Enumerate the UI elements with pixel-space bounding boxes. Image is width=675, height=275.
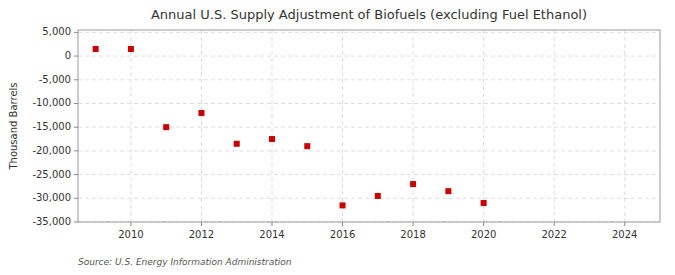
tick-y <box>74 198 78 199</box>
grid-line-y <box>78 56 660 57</box>
tick-label-y: 0 <box>65 50 71 61</box>
source-note: Source: U.S. Energy Information Administ… <box>78 257 292 267</box>
tick-y <box>74 127 78 128</box>
tick-x <box>413 222 414 226</box>
tick-label-y: -20,000 <box>32 145 71 156</box>
grid-line-x <box>201 30 202 222</box>
plot-frame <box>78 30 660 222</box>
point <box>410 181 416 187</box>
tick-y <box>74 222 78 223</box>
tick-label-y: 5,000 <box>42 26 71 37</box>
point <box>304 143 310 149</box>
tick-label-x: 2022 <box>541 229 566 240</box>
tick-x <box>624 222 625 226</box>
tick-label-x: 2018 <box>400 229 425 240</box>
tick-label-x: 2014 <box>259 229 284 240</box>
grid-line-x <box>483 30 484 222</box>
grid-line-x <box>130 30 131 222</box>
grid-line-x <box>554 30 555 222</box>
tick-y <box>74 174 78 175</box>
point <box>93 46 99 52</box>
tick-label-x: 2020 <box>471 229 496 240</box>
grid-line-y <box>78 32 660 33</box>
point <box>269 136 275 142</box>
point <box>234 141 240 147</box>
grid-line-y <box>78 103 660 104</box>
tick-label-x: 2024 <box>612 229 637 240</box>
grid <box>78 30 660 222</box>
point <box>128 46 134 52</box>
grid-line-y <box>78 198 660 199</box>
point <box>481 200 487 206</box>
tick-x <box>342 222 343 226</box>
tick-y <box>74 32 78 33</box>
tick-label-y: -25,000 <box>32 169 71 180</box>
data-points <box>93 46 487 208</box>
point <box>340 202 346 208</box>
grid-line-x <box>624 30 625 222</box>
grid-line-y <box>78 79 660 80</box>
grid-line-x <box>342 30 343 222</box>
tick-x <box>201 222 202 226</box>
tick-x <box>483 222 484 226</box>
tick-x <box>554 222 555 226</box>
grid-line-y <box>78 174 660 175</box>
y-axis-label: Thousand Barrels <box>8 82 19 170</box>
point <box>375 193 381 199</box>
tick-x <box>130 222 131 226</box>
tick-label-x: 2010 <box>118 229 143 240</box>
tick-y <box>74 56 78 57</box>
tick-y <box>74 79 78 80</box>
tick-label-y: -10,000 <box>32 97 71 108</box>
tick-label-x: 2016 <box>330 229 355 240</box>
tick-x <box>272 222 273 226</box>
page: {"chart_data": {"type": "scatter", "titl… <box>0 0 675 275</box>
point <box>445 188 451 194</box>
plot-area <box>78 30 660 222</box>
tick-label-y: -15,000 <box>32 121 71 132</box>
tick-y <box>74 103 78 104</box>
grid-line-x <box>272 30 273 222</box>
tick-label-y: -5,000 <box>39 74 71 85</box>
chart: 5,000 0 -5,000 -10,000 -15,000 -20,000 -25,000… <box>0 0 675 275</box>
tick-label-y: -30,000 <box>32 192 71 203</box>
axes: 5,000 0 -5,000 -10,000 -15,000 -20,000 -25,000… <box>32 26 660 240</box>
point <box>198 110 204 116</box>
point <box>163 124 169 130</box>
tick-label-y: -35,000 <box>32 216 71 227</box>
grid-line-x <box>413 30 414 222</box>
tick-label-x: 2012 <box>189 229 214 240</box>
tick-y <box>74 150 78 151</box>
title: Annual U.S. Supply Adjustment of Biofuel… <box>151 7 587 22</box>
grid-line-y <box>78 150 660 151</box>
